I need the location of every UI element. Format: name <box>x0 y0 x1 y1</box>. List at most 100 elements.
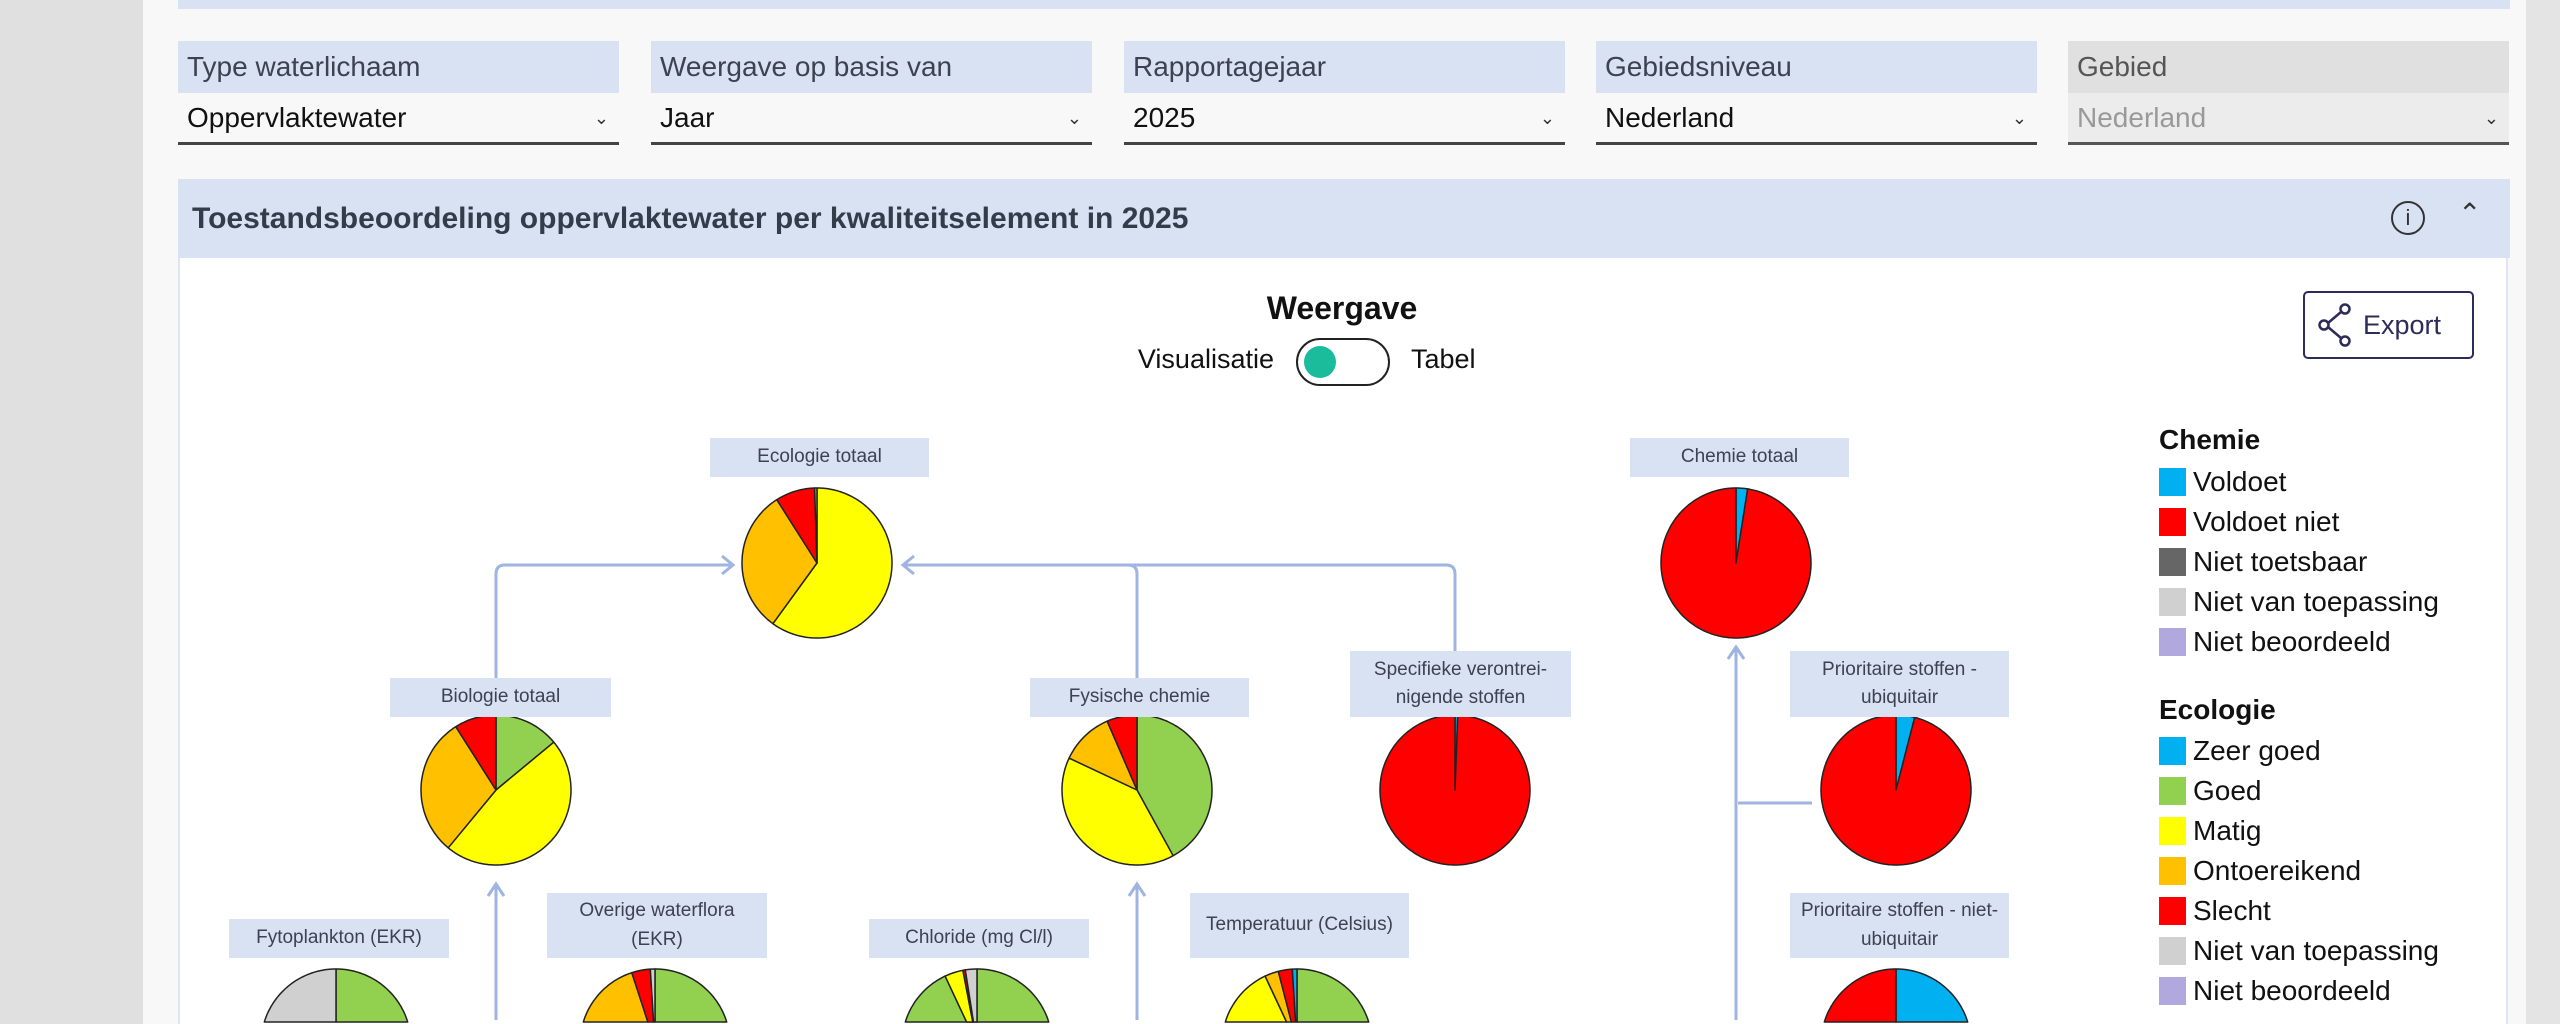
pie-chloride[interactable] <box>904 968 1050 1023</box>
info-circle-icon[interactable]: i <box>2391 201 2425 235</box>
filter-label: Gebied <box>2068 41 2509 93</box>
legend-item: Matig <box>2159 815 2262 846</box>
chevron-down-icon: ⌄ <box>2011 108 2027 128</box>
pie-slice-matig[interactable] <box>1061 757 1174 866</box>
pie-slice-voldoet[interactable] <box>1895 968 1969 1023</box>
legend-label: Niet beoordeeld <box>2193 975 2391 1006</box>
pie-slice-zeer-goed[interactable] <box>1291 968 1298 1023</box>
legend-swatch <box>2159 737 2186 765</box>
node-label-prioritaire-ubiquitair: Prioritaire stoffen - ubiquitair <box>1790 651 2009 717</box>
pie-slice-goed[interactable] <box>654 968 728 1023</box>
pie-slice-matig[interactable] <box>447 741 572 866</box>
legend-item: Zeer goed <box>2159 735 2321 766</box>
legend-label: Ontoereikend <box>2193 855 2362 886</box>
filter-4: Gebied Nederland ⌄ <box>2068 41 2509 145</box>
legend-heading-chemie: Chemie <box>2159 424 2261 455</box>
pie-fytoplankton[interactable] <box>263 968 409 1023</box>
filter-select: Nederland ⌄ <box>2068 93 2509 145</box>
legend-label: Goed <box>2193 775 2262 806</box>
node-label-fytoplankton: Fytoplankton (EKR) <box>229 919 449 958</box>
pie-slice-slecht[interactable] <box>1379 714 1531 866</box>
filter-value: Jaar <box>660 102 715 133</box>
pie-slice-goed[interactable] <box>1136 714 1213 857</box>
filter-label: Type waterlichaam <box>178 41 619 93</box>
pie-slice-ontoereikend[interactable] <box>420 725 497 849</box>
legend-heading-ecologie: Ecologie <box>2159 694 2276 725</box>
filter-select[interactable]: Oppervlaktewater ⌄ <box>178 93 619 145</box>
pie-slice-voldoet-niet[interactable] <box>1660 487 1812 639</box>
pie-slice-voldoet-niet[interactable] <box>1823 968 1897 1023</box>
filter-select[interactable]: 2025 ⌄ <box>1124 93 1565 145</box>
legend-swatch <box>2159 937 2186 965</box>
pie-slice-slecht[interactable] <box>776 487 818 564</box>
node-label-temperatuur: Temperatuur (Celsius) <box>1190 893 1409 958</box>
pie-slice-matig[interactable] <box>772 487 893 639</box>
scrollbar[interactable] <box>2526 0 2560 1024</box>
filter-value: 2025 <box>1133 102 1196 133</box>
legend-swatch <box>2159 548 2186 576</box>
pie-prioritaire-niet-ubiquitair[interactable] <box>1823 968 1969 1023</box>
pie-fysische-chemie[interactable] <box>1061 714 1213 866</box>
node-label-chemie-totaal: Chemie totaal <box>1630 438 1849 477</box>
filter-1: Weergave op basis van Jaar ⌄ <box>651 41 1092 145</box>
legend-item: Voldoet niet <box>2159 506 2339 537</box>
pie-slice-niet-van-toepassing[interactable] <box>964 968 978 1023</box>
pie-slice-niet-van-toepassing[interactable] <box>649 968 656 1023</box>
chevron-down-icon: ⌄ <box>1066 108 1082 128</box>
legend-swatch <box>2159 588 2186 616</box>
chevron-up-icon[interactable]: ⌃ <box>2458 198 2482 229</box>
pie-biologie-totaal[interactable] <box>420 714 572 866</box>
legend-swatch <box>2159 468 2186 496</box>
legend-item: Niet beoordeeld <box>2159 626 2391 657</box>
left-gutter <box>0 0 143 1024</box>
view-option-tabel[interactable]: Tabel <box>1411 344 1476 374</box>
pie-slice-ontoereikend[interactable] <box>741 498 818 625</box>
node-label-chloride: Chloride (mg Cl/l) <box>869 919 1089 958</box>
view-toggle[interactable] <box>1296 338 1390 386</box>
pie-prioritaire-ubiquitair[interactable] <box>1820 714 1972 866</box>
legend-item: Slecht <box>2159 895 2271 926</box>
legend-item: Goed <box>2159 775 2262 806</box>
toggle-knob <box>1304 346 1336 378</box>
legend-item: Ontoereikend <box>2159 855 2362 886</box>
legend-swatch <box>2159 817 2186 845</box>
pie-slice-voldoet-niet[interactable] <box>1820 714 1972 866</box>
pie-slice-goed[interactable] <box>1296 968 1370 1023</box>
pie-slice-goed[interactable] <box>813 487 818 564</box>
pie-slice-ontoereikend[interactable] <box>1068 720 1138 791</box>
filter-select[interactable]: Jaar ⌄ <box>651 93 1092 145</box>
chevron-down-icon: ⌄ <box>1539 108 1555 128</box>
filter-value: Oppervlaktewater <box>187 102 407 133</box>
view-title: Weergave <box>1266 290 1418 326</box>
filter-3: Gebiedsniveau Nederland ⌄ <box>1596 41 2037 145</box>
legend-label: Niet beoordeeld <box>2193 626 2391 657</box>
legend-label: Slecht <box>2193 895 2271 926</box>
filter-value: Nederland <box>1605 102 1735 133</box>
pie-temperatuur[interactable] <box>1224 968 1370 1023</box>
pie-slice-niet-van-toepassing[interactable] <box>263 968 337 1023</box>
pie-chemie-totaal[interactable] <box>1660 487 1812 639</box>
legend-swatch <box>2159 508 2186 536</box>
pie-slice-ontoereikend[interactable] <box>582 971 649 1023</box>
export-button[interactable]: Export <box>2303 291 2474 359</box>
legend-item: Voldoet <box>2159 466 2287 497</box>
pie-ecologie-totaal[interactable] <box>741 487 893 639</box>
legend-label: Matig <box>2193 815 2262 846</box>
chevron-down-icon: ⌄ <box>2483 108 2499 128</box>
filter-value: Nederland <box>2077 102 2207 133</box>
legend-label: Voldoet <box>2193 466 2287 497</box>
pie-overige-waterflora[interactable] <box>582 968 728 1023</box>
legend-swatch <box>2159 777 2186 805</box>
pie-slice-goed[interactable] <box>335 968 409 1023</box>
legend-item: Niet toetsbaar <box>2159 546 2367 577</box>
filter-select[interactable]: Nederland ⌄ <box>1596 93 2037 145</box>
export-label: Export <box>2363 309 2442 340</box>
pie-specifieke-stoffen[interactable] <box>1379 714 1531 866</box>
view-option-visualisatie[interactable]: Visualisatie <box>1137 344 1274 374</box>
filter-label: Weergave op basis van <box>651 41 1092 93</box>
section-header: Toestandsbeoordeling oppervlaktewater pe… <box>178 179 2510 258</box>
pie-slice-matig[interactable] <box>1224 975 1288 1023</box>
node-label-ecologie-totaal: Ecologie totaal <box>710 438 929 477</box>
legend-item: Niet beoordeeld <box>2159 975 2391 1006</box>
